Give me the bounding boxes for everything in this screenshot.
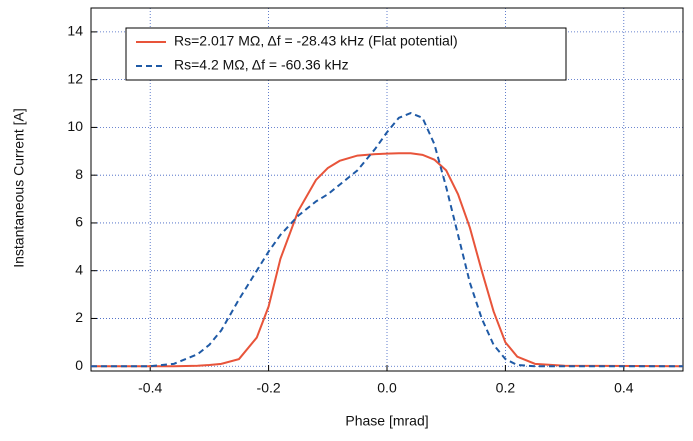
legend-label: Rs=2.017 MΩ, Δf = -28.43 kHz (Flat poten… [174, 33, 458, 49]
x-tick-label: 0.4 [614, 380, 634, 396]
y-tick-label: 14 [67, 23, 83, 39]
x-tick-label: 0.0 [377, 380, 397, 396]
y-tick-label: 0 [75, 357, 83, 373]
x-tick-label: 0.2 [496, 380, 516, 396]
y-tick-label: 12 [67, 70, 83, 86]
y-tick-label: 6 [75, 214, 83, 230]
y-tick-label: 10 [67, 118, 83, 134]
plot-frame [90, 7, 684, 372]
y-tick-label: 4 [75, 261, 83, 277]
data-line [91, 152, 684, 368]
y-tick-label: 8 [75, 166, 83, 182]
y-tick-label: 2 [75, 309, 83, 325]
x-axis-label: Phase [mrad] [345, 413, 428, 429]
legend-box [125, 27, 567, 81]
data-line [91, 112, 683, 368]
x-tick-label: -0.4 [138, 380, 162, 396]
x-tick-label: -0.2 [257, 380, 281, 396]
y-axis-label: Instantaneous Current [A] [11, 108, 27, 268]
legend-label: Rs=4.2 MΩ, Δf = -60.36 kHz [174, 57, 349, 73]
